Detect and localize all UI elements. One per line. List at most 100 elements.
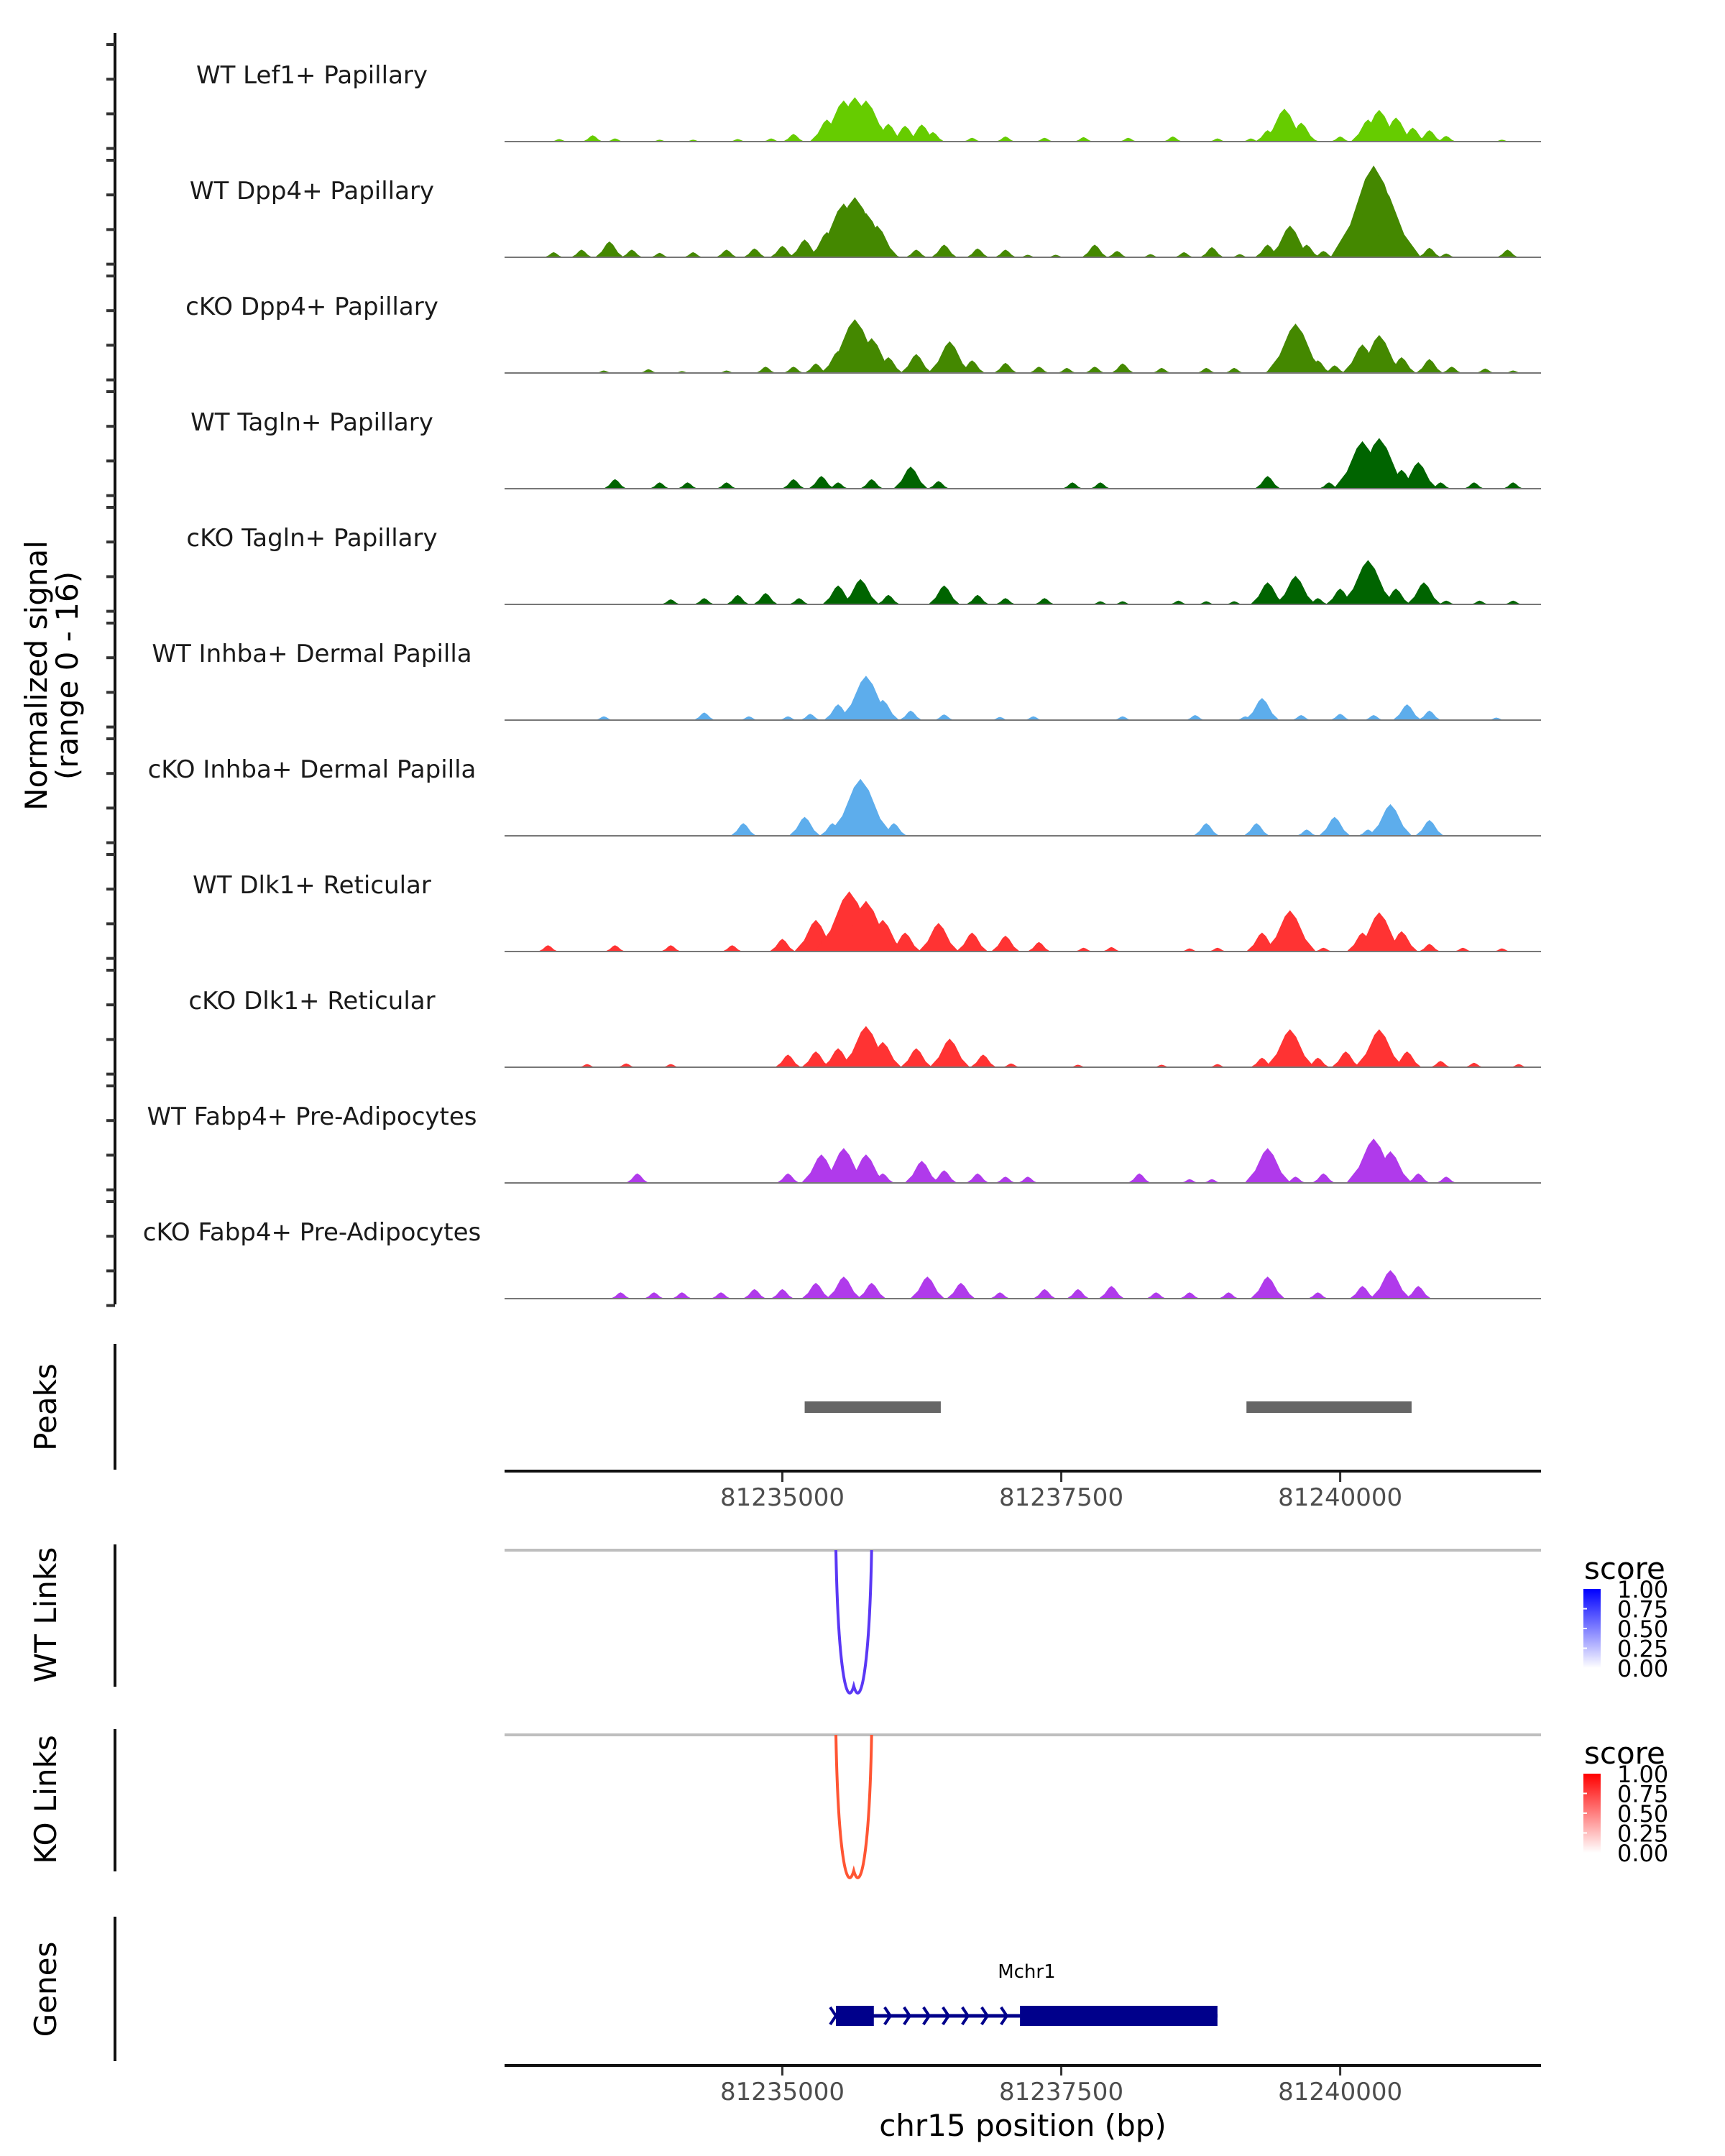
peaks-label: Peaks [28,1363,63,1451]
strand-arrow-icon [922,2006,932,2026]
coverage-peak [906,249,927,257]
coverage-peak [1417,130,1442,142]
coverage-peak [1208,1064,1226,1067]
strand-arrow-icon [829,2006,838,2026]
coverage-peak [966,1173,990,1183]
track-label: WT Fabp4+ Pre-Adipocytes [147,1102,477,1131]
coverage-peak [822,585,855,604]
coverage-peak [1294,244,1320,257]
coverage-peak [1181,948,1199,952]
coverage-peak [1394,244,1420,257]
coverage-peak [956,932,988,952]
coverage-peak [995,136,1016,142]
coverage-peak [804,363,828,373]
coverage-peak [1503,482,1524,489]
legend-tick-label: 0.00 [1617,1655,1668,1682]
coverage-peak [1436,1176,1457,1183]
coverage-peak [1437,253,1455,257]
coverage-peak [1197,367,1216,373]
track-label: WT Inhba+ Dermal Papilla [152,640,472,668]
coverage-peak [1407,1173,1430,1183]
coverage-track: WT Fabp4+ Pre-Adipocytes [106,1084,1541,1192]
coverage-peak [544,252,564,257]
coverage-peak [893,466,928,489]
coverage-peak [1163,136,1182,142]
coverage-peak [899,710,922,720]
coverage-peak [1185,715,1205,720]
coverage-peak [1436,136,1456,142]
coverage-peak [716,249,737,257]
track-label: WT Dlk1+ Reticular [193,871,431,900]
coverage-peak [1146,1292,1167,1299]
coverage-peak [1318,816,1351,836]
coverage-peak [860,479,883,489]
coverage-track: cKO Inhba+ Dermal Papilla [106,737,1541,844]
gene-exon [1020,2006,1218,2026]
coverage-peak [871,1173,895,1183]
coverage-peak [857,1283,886,1299]
coverage-peak [639,369,658,373]
coverage-peak [1324,365,1346,373]
coverage-peak [644,1292,664,1299]
coverage-peak [946,1283,975,1299]
coverage-peak [594,716,613,720]
coverage-peak [763,138,780,142]
x-tick-label: 81235000 [720,2078,845,2106]
coverage-peak [1368,1151,1412,1183]
coverage-peak [694,598,714,604]
coverage-peak [866,699,899,720]
coverage-peak [1471,600,1489,604]
coverage-peak [1348,438,1409,489]
coverage-peak [1363,213,1418,257]
coverage-peak [775,1054,801,1067]
coverage-peak [1141,254,1159,257]
coverage-peak [1218,1292,1239,1299]
coverage-peak [1152,367,1172,373]
coverage-peak [769,939,796,952]
coverage-peak [861,919,905,952]
coverage-peak [877,594,900,604]
gene-model: Mchr1 [829,1961,1218,2026]
coverage-peak [617,1063,635,1067]
strand-arrow-icon [961,2006,970,2026]
coverage-peak [1242,138,1260,142]
coverage-peak [1265,1029,1315,1067]
coverage-peak [1354,335,1404,373]
coverage-peak [1430,1061,1451,1067]
coverage-peak [1399,462,1438,489]
coverage-peak [966,248,989,257]
coverage-peak [928,341,972,373]
track-label: cKO Dlk1+ Reticular [188,987,435,1015]
coverage-peak [1169,600,1187,604]
coverage-peak [1119,137,1138,142]
coverage-peak [778,716,797,720]
legend-tick-label: 1.00 [1617,1576,1668,1603]
coverage-peak [995,598,1016,604]
coverage-peak [959,360,985,373]
coverage-peak [808,476,834,489]
coverage-peak [880,823,907,836]
coverage-track: cKO Fabp4+ Pre-Adipocytes [106,1200,1541,1307]
coverage-peak [990,1292,1011,1299]
coverage-peak [970,1054,996,1067]
coverage-peak [1414,820,1444,836]
peak-region [1246,1401,1412,1413]
coverage-peak [1314,947,1333,952]
coverage-peak [1441,367,1462,373]
genes-label: Genes [28,1942,63,2037]
coverage-peak [1504,600,1522,604]
coverage-peak [604,945,625,952]
coverage-peak [1090,482,1110,489]
track-label: WT Tagln+ Papillary [190,408,433,437]
coverage-peak [1378,117,1414,142]
coverage-peak [594,241,624,257]
coverage-peak [1463,482,1484,489]
x-tick-label: 81237500 [999,2078,1123,2106]
coverage-peak [661,599,681,604]
coverage-peak [1098,1286,1125,1299]
coverage-peak [1024,716,1043,720]
coverage-peak [1244,1148,1291,1183]
coverage-peak [743,248,766,257]
